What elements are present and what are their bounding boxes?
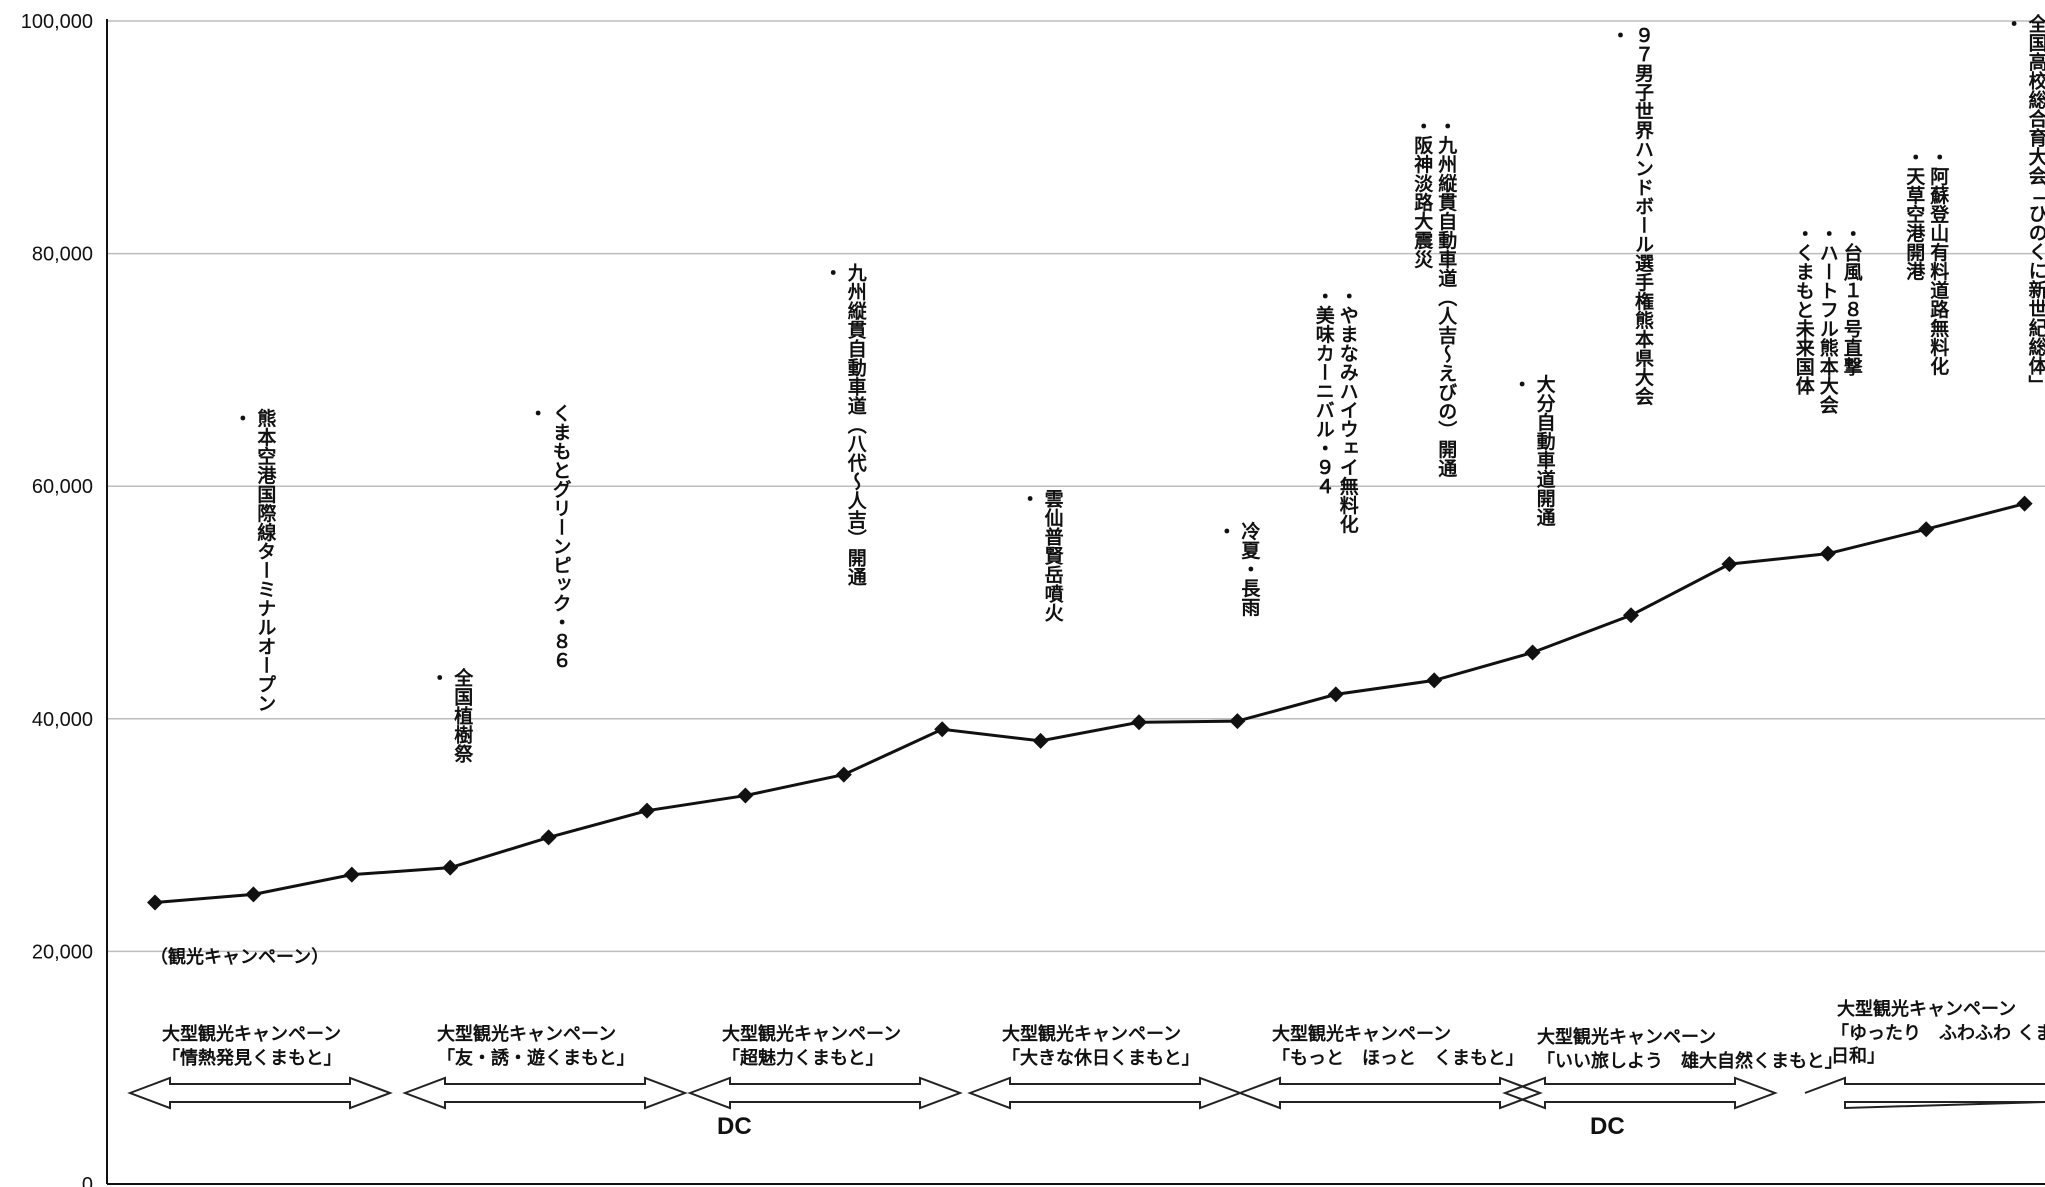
annotation-text: ・ [526,403,548,422]
campaign-header: （観光キャンペーン） [150,946,329,968]
y-tick-label: 40,000 [32,709,93,731]
dc-label: DC [717,1113,752,1140]
series-line [154,502,2025,905]
annotation-text: ・天草空港開港 [1903,147,1925,281]
campaign-title: 大型観光キャンペーン [1002,1023,1181,1045]
campaign-name: 「情熱発見くまもと」 [162,1047,342,1069]
data-point [639,802,655,819]
data-point [1623,607,1639,624]
campaign-arrow [1804,1076,2045,1110]
annotation-text: ９７男子世界ハンドボール選手権熊本県大会 [1632,25,1654,406]
annotation-text: ・九州縦貫自動車道（人吉～えびの）開通 [1435,116,1458,478]
annotation-text: 冷夏・長雨 [1238,520,1260,616]
campaign-section: （観光キャンペーン）大型観光キャンペーン「情熱発見くまもと」大型観光キャンペーン… [127,946,2045,1140]
gridlines [107,20,2045,953]
annotation-text: ・ [1608,25,1630,44]
campaign-title: 大型観光キャンペーン [437,1023,616,1045]
data-point [1426,672,1443,689]
annotation-text: ・台風１８号直撃 [1841,224,1863,377]
data-point [1032,732,1049,749]
campaign-title: 大型観光キャンペーン [1837,998,2016,1020]
campaign-arrow [402,1076,688,1110]
data-point [1131,714,1147,731]
campaign-title: 大型観光キャンペーン [162,1023,341,1045]
annotation-text: ・やまなみハイウェイ無料化 [1337,286,1359,534]
data-point [1524,644,1541,661]
campaign-name: 「友・誘・遊くまもと」 [437,1047,635,1069]
campaign-name: 「超魅力くまもと」 [722,1047,884,1069]
data-point [1918,521,1935,538]
campaign-title: 大型観光キャンペーン [722,1023,901,1045]
data-point [934,721,951,738]
data-point [1327,686,1344,703]
annotation-text: ・ [2002,14,2024,33]
campaign-arrow [967,1076,1243,1110]
data-point [343,866,360,883]
campaign-title: 大型観光キャンペーン [1537,1026,1716,1048]
campaign-title: 大型観光キャンペーン [1272,1023,1451,1045]
campaign-name: 「いい旅しよう 雄大自然くまもと」 [1537,1050,1843,1072]
data-point [835,766,852,783]
data-point [2016,495,2033,512]
annotation-text: ・ [427,668,449,687]
data-point [147,894,163,911]
data-point [737,787,754,804]
annotation-text: 全国植樹祭 [451,666,474,762]
annotation-text: ・くまもと未来国体 [1793,224,1816,396]
annotation-text: 熊本空港国際線ターミナルオープン [254,407,276,712]
campaign-arrow [127,1076,393,1110]
data-point [245,886,262,903]
y-tick-label: 20,000 [32,941,93,963]
campaign-name: 「もっと ほっと くまもと」 [1272,1047,1524,1069]
annotation-text: 全国高校総合育大会「ひのくに新世紀総体」 [2026,13,2045,394]
campaign-arrow [1237,1076,1543,1110]
campaign-arrow [687,1076,963,1110]
y-tick-label: 100,000 [21,11,93,33]
annotation-text: 大分自動車道開通 [1534,373,1556,527]
data-point [540,829,557,846]
annotation-text: ・阿蘇登山有料道路無料化 [1927,147,1950,376]
dc-label: DC [1590,1113,1625,1140]
annotation-text: ・ハートフル熊本大会 [1817,224,1839,415]
campaign-arrow [1502,1076,1778,1110]
y-tick-label: 0 [82,1174,93,1187]
event-annotations: ・熊本空港国際線ターミナルオープン・全国植樹祭・ くまもとグリーンピック・８６・九… [230,13,2045,763]
annotation-text: 九州縦貫自動車道（八代～人吉）開通 [845,262,868,586]
annotation-text: ・ [821,263,843,282]
annotation-text: ・美味カーニバル・９４ [1313,286,1335,495]
series-visitors [147,495,2033,911]
annotation-text: ・ [1214,521,1236,540]
annotation-text: 雲仙普賢岳噴火 [1042,489,1064,622]
data-point [1229,713,1246,730]
annotation-text: ・ [1510,375,1532,394]
data-point [1819,545,1836,562]
annotation-text: くまもとグリーンピック・８６ [550,403,572,669]
y-tick-label: 60,000 [32,476,93,498]
y-axis: 0 20,000 40,000 60,000 80,000 100,000 [21,11,2045,1187]
campaign-name: 日和」 [1831,1046,1885,1067]
data-point [1721,556,1738,573]
annotation-text: ・ [1018,489,1040,508]
campaign-name: 「ゆったり ふわふわ くまもと [1831,1022,2045,1044]
data-point [442,859,459,876]
y-tick-label: 80,000 [32,244,93,266]
annotation-text: ・阪神淡路大震災 [1411,116,1433,268]
campaign-name: 「大きな休日くまもと」 [1002,1047,1200,1069]
annotation-text: ・ [230,408,252,427]
